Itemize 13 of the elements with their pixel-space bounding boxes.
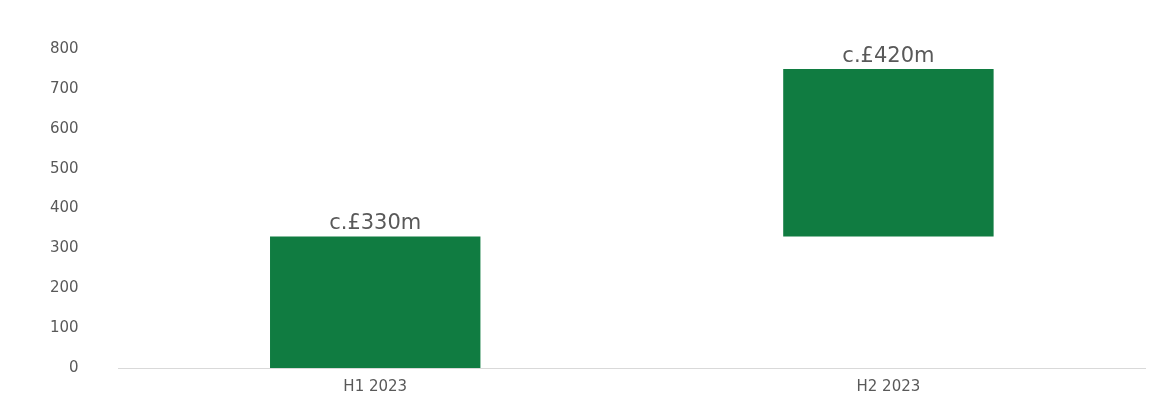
y-tick-label: 0: [69, 357, 79, 376]
y-tick-label: 400: [49, 198, 79, 217]
y-tick-label: 300: [49, 238, 79, 257]
y-tick-label: 700: [49, 78, 79, 97]
x-tick-label: H2 2023: [856, 376, 921, 395]
y-tick-label: 600: [49, 118, 79, 137]
y-tick-label: 500: [49, 158, 79, 177]
data-label: c.£330m: [329, 210, 422, 235]
x-tick-label: H1 2023: [343, 376, 408, 395]
y-tick-label: 200: [49, 278, 79, 297]
data-label: c.£420m: [842, 42, 935, 67]
y-tick-label: 100: [49, 318, 79, 337]
y-tick-label: 800: [49, 38, 79, 57]
